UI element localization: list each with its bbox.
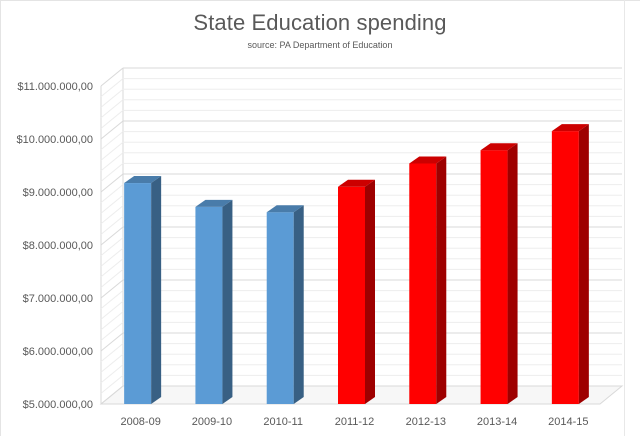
x-tick-label: 2012-13 [406,416,446,428]
bar-side [578,124,589,405]
bar-front [195,206,223,404]
bar [409,156,447,404]
y-tick-label: $6.000.000,00 [23,346,93,358]
minor-gridline-side [100,300,124,320]
minor-gridline-side [100,184,124,203]
major-gridline-side [100,385,124,405]
minor-gridline-side [100,311,124,331]
minor-gridline-side [100,163,124,182]
bar-front [338,186,365,404]
minor-gridline-side [100,88,124,108]
x-tick-label: 2008-09 [120,416,160,428]
bar-top [551,124,589,132]
minor-gridline-side [100,375,124,394]
bar-side [507,143,518,404]
major-gridline-side [100,120,124,140]
chart-title: State Education spending [193,10,447,35]
bar [124,176,162,404]
bar [338,179,375,404]
chart-border-left [0,0,1,436]
y-tick-label: $8.000.000,00 [23,240,93,252]
bars [124,124,589,405]
bar-front [124,183,152,404]
minor-gridline-side [100,152,124,172]
major-gridline-side [100,226,124,246]
y-tick-label: $7.000.000,00 [23,293,93,305]
chart-border-right [624,0,625,436]
bar-top [409,156,447,164]
major-gridline-side [100,279,124,299]
minor-gridline-side [100,290,124,309]
y-axis-labels: $5.000.000,00 $6.000.000,00 $7.000.000,00 $… [17,81,93,411]
bar [195,199,233,404]
x-tick-label: 2009-10 [192,416,232,428]
minor-gridline-side [100,237,124,256]
minor-gridline-side [100,343,124,362]
minor-gridline-side [100,269,124,288]
minor-gridline-side [100,194,124,214]
x-axis-labels: 2008-09 2009-10 2010-11 2011-12 2012-13 2013-… [120,416,588,428]
major-gridline-side [100,67,124,87]
bar-front [480,150,508,404]
bar-side [436,156,447,404]
bar-side [151,176,162,404]
bar [480,143,518,404]
bar-side [222,199,233,404]
y-tick-label: $9.000.000,00 [23,187,93,199]
minor-gridline-side [100,216,124,235]
bar-top [195,199,233,207]
bar-front [266,212,294,404]
minor-gridline-side [100,322,124,341]
chart-border-top [0,0,640,1]
bar-top [266,205,304,213]
y-tick-label: $10.000.000,00 [17,134,93,146]
bar-top [480,143,518,151]
major-gridline-side [100,332,124,352]
minor-gridline-side [100,205,124,225]
x-tick-label: 2010-11 [263,416,303,428]
minor-gridline-side [100,110,124,129]
bar-front [409,163,437,404]
bar-top [124,176,162,184]
y-tick-label: $11.000.000,00 [17,81,93,93]
bar-top [338,179,375,187]
minor-gridline-side [100,131,124,150]
minor-gridline-side [100,247,124,267]
chart-subtitle: source: PA Department of Education [247,40,393,50]
bar [551,124,589,405]
y-tick-label: $5.000.000,00 [23,399,93,411]
minor-gridline-side [100,99,124,119]
bar-side [293,205,304,404]
bar-front [551,131,579,405]
x-tick-label: 2011-12 [335,416,375,428]
minor-gridline-side [100,78,124,97]
bar [266,205,304,404]
minor-gridline-side [100,353,124,373]
minor-gridline-side [100,258,124,278]
minor-gridline-side [100,141,124,161]
major-gridline-side [100,173,124,193]
x-tick-label: 2013-14 [477,416,517,428]
bar-side [365,179,375,404]
x-tick-label: 2014-15 [548,416,588,428]
minor-gridline-side [100,364,124,384]
